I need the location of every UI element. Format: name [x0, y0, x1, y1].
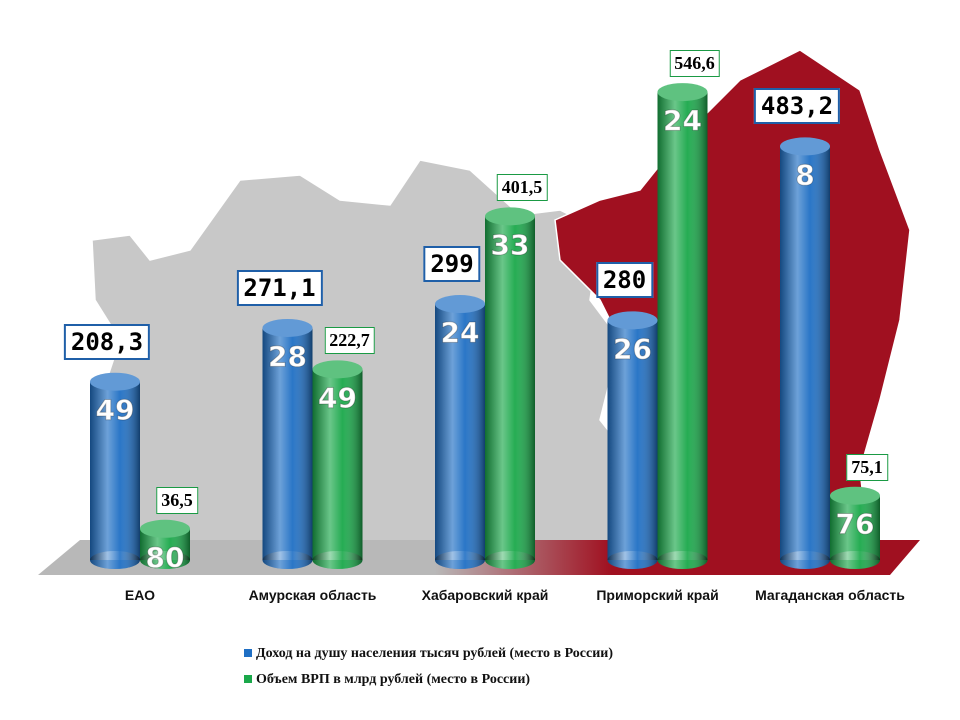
bar-top: [780, 137, 830, 156]
bar-shade: [435, 304, 485, 560]
legend-item: Объем ВРП в млрд рублей (место в России): [244, 672, 530, 688]
legend-swatch: [244, 649, 252, 657]
value-label: 36,5: [156, 486, 198, 514]
bar-top: [312, 360, 363, 379]
value-label: 546,6: [669, 50, 720, 78]
value-label: 280: [595, 262, 654, 299]
bar-top: [435, 295, 485, 314]
legend-item: Доход на душу населения тысяч рублей (ме…: [244, 646, 613, 662]
rank-label: 49: [318, 381, 357, 414]
bar-top: [485, 207, 535, 226]
rank-label: 24: [441, 316, 480, 349]
value-label: 483,2: [753, 88, 841, 125]
rank-label: 33: [491, 228, 530, 261]
value-label: 75,1: [846, 453, 888, 481]
x-tick-label: Магаданская область: [755, 587, 905, 603]
rank-label: 49: [96, 394, 135, 427]
bar-top: [90, 372, 140, 391]
bar-shade: [262, 327, 313, 560]
bar-top: [607, 311, 658, 330]
x-tick-label: Амурская область: [248, 587, 377, 603]
legend-label: Объем ВРП в млрд рублей (место в России): [256, 672, 531, 687]
bar-top: [830, 486, 880, 505]
legend-swatch: [244, 675, 252, 683]
x-tick-label: Приморский край: [596, 587, 719, 603]
bar-top: [657, 83, 708, 102]
bar-top: [262, 318, 313, 337]
rank-label: 76: [836, 508, 875, 541]
value-label: 222,7: [324, 327, 375, 355]
bar-shade: [90, 381, 140, 560]
x-tick-label: Хабаровский край: [421, 587, 549, 603]
bar-top: [140, 519, 190, 538]
rank-label: 26: [613, 332, 652, 365]
bar-shade: [485, 216, 535, 561]
bar-shade: [657, 92, 708, 560]
value-label: 299: [423, 246, 481, 283]
value-label: 401,5: [496, 174, 548, 202]
rank-label: 24: [663, 104, 702, 137]
value-label: 271,1: [236, 269, 323, 306]
rank-label: 8: [795, 158, 814, 191]
x-tick-label: ЕАО: [124, 587, 156, 603]
bar-shade: [830, 495, 880, 560]
bar-shade: [312, 369, 363, 560]
value-label: 208,3: [63, 323, 151, 360]
rank-label: 28: [268, 340, 307, 373]
legend-label: Доход на душу населения тысяч рублей (ме…: [256, 646, 614, 661]
bar-shade: [607, 320, 658, 560]
rank-label: 80: [146, 541, 185, 574]
bar-shade: [780, 146, 830, 560]
